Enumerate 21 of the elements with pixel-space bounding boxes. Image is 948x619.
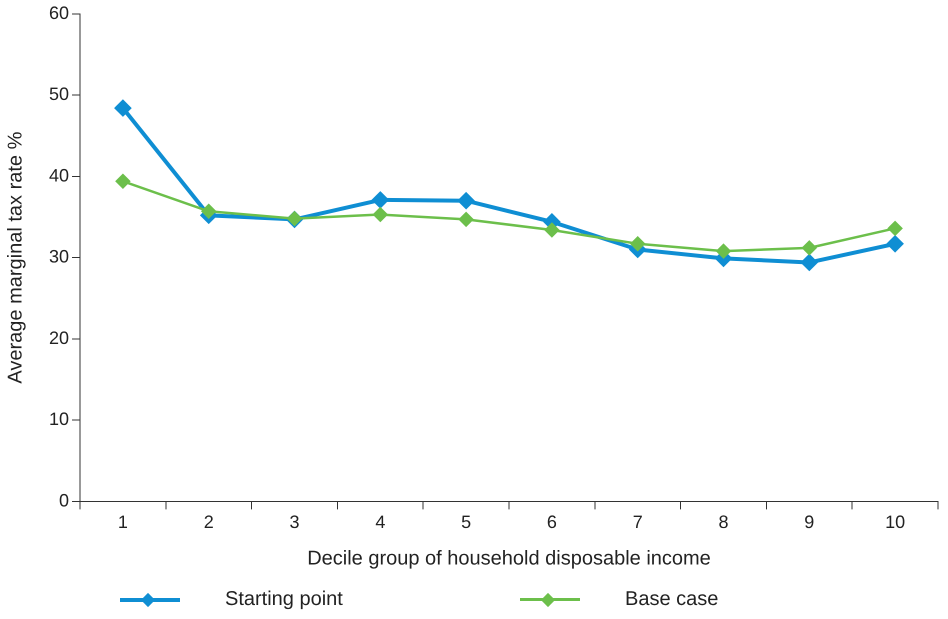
- x-tick-label: 10: [885, 512, 906, 532]
- x-tick-label: 9: [804, 512, 814, 532]
- x-tick-label: 2: [204, 512, 214, 532]
- y-axis-title: Average marginal tax rate %: [4, 131, 27, 384]
- y-tick-label: 0: [59, 490, 70, 510]
- y-tick-label: 50: [48, 84, 70, 104]
- y-tick-label: 30: [48, 246, 70, 267]
- y-tick-label: 10: [48, 409, 70, 430]
- y-tick-label: 20: [48, 328, 70, 348]
- y-tick-label: 40: [48, 165, 70, 186]
- legend-label: Base case: [625, 588, 718, 611]
- x-tick-label: 8: [718, 512, 729, 532]
- y-tick-label: 60: [48, 2, 70, 23]
- x-tick-label: 1: [118, 512, 128, 532]
- x-tick-label: 6: [546, 512, 557, 532]
- x-tick-label: 4: [375, 512, 386, 532]
- x-tick-label: 7: [632, 512, 643, 532]
- x-tick-label: 5: [461, 512, 472, 532]
- x-tick-label: 3: [290, 512, 300, 532]
- legend-label: Starting point: [225, 588, 343, 611]
- x-axis-title: Decile group of household disposable income: [307, 548, 711, 570]
